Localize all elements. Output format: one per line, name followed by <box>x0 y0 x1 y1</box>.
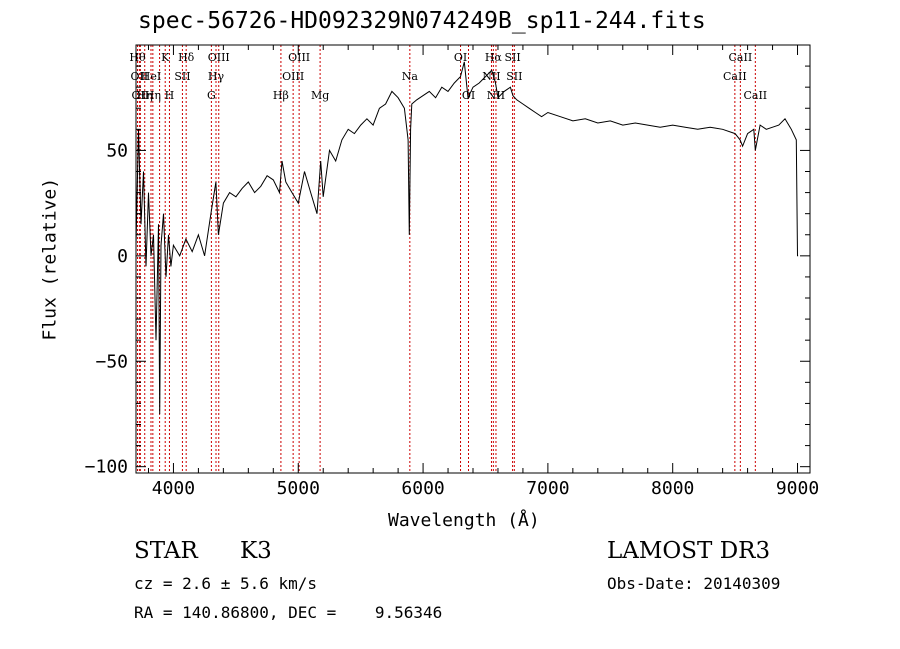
y-axis-label: Flux (relative) <box>39 177 61 341</box>
x-tick-label: 8000 <box>651 478 694 499</box>
x-tick-label: 7000 <box>526 478 569 499</box>
y-tick-label: 0 <box>117 246 128 267</box>
line-marker-label: Hδ <box>178 51 195 64</box>
axis-ticks: 4000 5000 6000 7000 8000 9000 −100 −50 0 50 <box>85 44 819 499</box>
observation-date: Obs-Date: 20140309 <box>607 574 781 593</box>
line-marker-label: G <box>207 89 216 102</box>
object-subclass: K3 <box>240 538 272 564</box>
x-tick-label: 6000 <box>401 478 444 499</box>
y-tick-label: −100 <box>85 457 128 478</box>
line-markers <box>136 45 756 473</box>
line-marker-label: HeI <box>141 70 161 83</box>
line-marker-label: SII <box>506 70 522 83</box>
line-marker-label: H <box>165 89 175 102</box>
line-marker-label: NII <box>487 89 505 102</box>
coordinates: RA = 140.86800, DEC = 9.56346 <box>134 603 443 622</box>
plot-axes <box>135 44 811 474</box>
survey-name: LAMOST DR3 <box>607 538 771 564</box>
line-marker-label: Hθ <box>129 51 146 64</box>
line-marker-label: SII <box>174 70 190 83</box>
line-marker-label: CaII <box>743 89 767 102</box>
x-tick-label: 9000 <box>776 478 819 499</box>
line-marker-label: Hη <box>137 89 153 102</box>
chart-title: spec-56726-HD092329N074249B_sp11-244.fit… <box>138 8 706 34</box>
spectrum-line <box>135 61 799 415</box>
line-marker-label: Hβ <box>273 89 289 102</box>
spectrum-series <box>135 61 799 415</box>
line-marker-label: Hγ <box>208 70 225 83</box>
line-marker-labels: HθOIIOIIHηHeIHηKHSIIHδGHγOIIIHβOIIIOIIIM… <box>129 51 767 102</box>
line-marker-label: OIII <box>208 51 230 64</box>
line-marker-label: CaII <box>723 70 747 83</box>
line-marker-label: Mg <box>311 89 329 102</box>
x-tick-label: 4000 <box>152 478 195 499</box>
object-type: STAR <box>134 538 198 564</box>
y-tick-label: 50 <box>106 140 128 161</box>
y-tick-label: −50 <box>95 351 128 372</box>
x-axis-label: Wavelength (Å) <box>388 510 540 531</box>
line-marker-label: NII <box>482 70 500 83</box>
line-marker-label: Hη <box>145 89 161 102</box>
plot-frame <box>135 44 811 474</box>
line-marker-label: OII <box>131 70 149 83</box>
line-marker-label: OIII <box>288 51 310 64</box>
line-marker-label: CaII <box>729 51 753 64</box>
redshift-velocity: cz = 2.6 ± 5.6 km/s <box>134 574 318 593</box>
line-marker-label: OI <box>454 51 467 64</box>
x-tick-label: 5000 <box>277 478 320 499</box>
line-marker-label: Hα <box>485 51 503 64</box>
line-marker-label: SII <box>504 51 520 64</box>
line-marker-label: K <box>161 51 170 64</box>
line-marker-label: Na <box>402 70 419 83</box>
line-marker-label: OIII <box>282 70 304 83</box>
